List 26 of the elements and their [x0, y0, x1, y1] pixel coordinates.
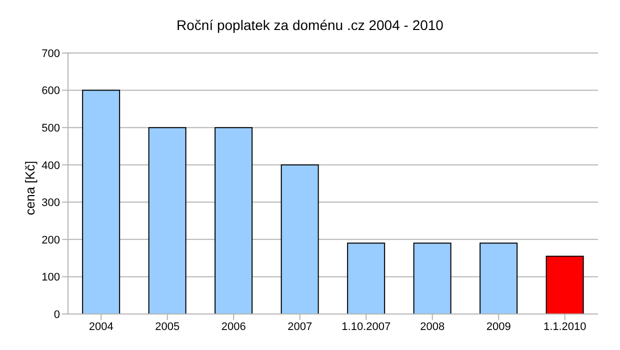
x-tick-label: 1.1.2010: [543, 320, 586, 333]
bar: [546, 256, 584, 314]
y-tick-label: 700: [42, 48, 60, 60]
y-axis-title: cena [Kč]: [22, 160, 38, 216]
y-tick-label: 200: [42, 234, 60, 246]
chart-title: Roční poplatek za doménu .cz 2004 - 2010: [176, 17, 444, 33]
x-tick-label: 1.10.2007: [342, 320, 391, 333]
bar: [148, 127, 186, 314]
y-tick-label: 0: [54, 308, 60, 321]
x-tick-label: 2006: [221, 320, 246, 333]
x-tick-label: 2009: [486, 320, 511, 333]
x-tick-label: 2004: [88, 320, 114, 333]
bar: [413, 242, 452, 314]
bar: [214, 127, 253, 314]
y-tick-label: 500: [42, 122, 60, 134]
bar: [82, 90, 120, 314]
y-tick-label: 300: [42, 197, 60, 210]
x-tick-label: 2005: [155, 320, 180, 333]
bar: [347, 242, 386, 314]
bar: [280, 164, 319, 314]
y-tick-label: 400: [42, 160, 60, 172]
y-tick-label: 100: [42, 272, 60, 284]
y-tick-label: 600: [42, 85, 60, 98]
x-tick-label: 2007: [288, 320, 312, 333]
x-tick-label: 2008: [420, 320, 445, 333]
bar: [480, 242, 518, 314]
